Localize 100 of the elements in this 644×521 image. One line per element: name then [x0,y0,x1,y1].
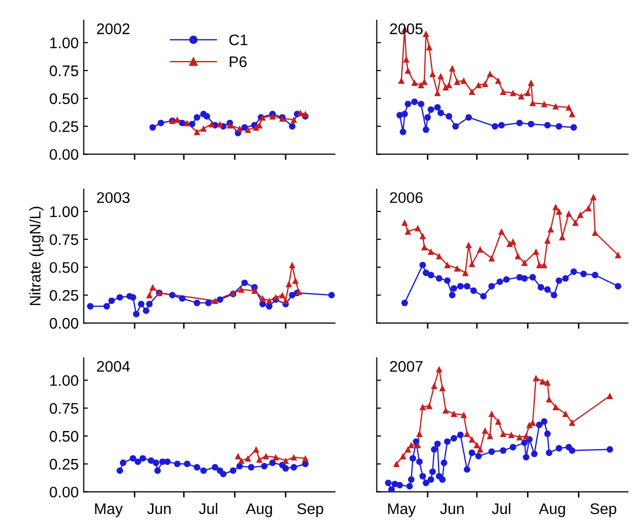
point [476,246,484,253]
point [550,292,558,298]
point [194,128,200,136]
point [500,88,506,95]
point [436,275,442,282]
point [585,204,592,212]
point [426,402,433,410]
point [288,292,296,298]
point [282,465,289,472]
point [444,262,451,268]
point [290,454,298,460]
point [241,124,248,131]
y-axis-title: Nitrate (µgN/L) [29,206,44,306]
point [152,460,160,466]
point [422,126,430,133]
point [411,80,418,86]
point [492,123,498,130]
point [252,446,260,453]
point [568,110,576,118]
point [130,294,136,301]
point [536,422,543,428]
point [302,455,309,462]
point [556,277,562,284]
point [178,295,186,302]
legend-label: P6 [230,56,247,68]
point [116,467,124,474]
point [251,287,258,294]
point [566,210,572,217]
point [494,418,502,425]
point [444,438,451,445]
point [256,456,263,463]
point [614,252,622,258]
point [292,277,299,284]
point [174,460,181,468]
y-tick-label: 0.75 [50,234,78,246]
point [444,277,451,284]
point [568,447,576,454]
point [464,430,470,438]
point [540,262,548,268]
point [261,462,268,470]
point [475,82,482,88]
point [414,442,422,448]
point [158,120,164,126]
point [503,276,510,283]
point [297,110,304,116]
point [290,116,298,123]
point [510,444,516,450]
point [266,303,272,310]
point [208,120,216,128]
point [414,224,422,232]
point [149,284,156,291]
point [244,455,252,462]
point [418,82,424,88]
point [500,430,506,438]
y-tick-label: 0.50 [50,430,78,442]
point [540,100,548,108]
point [446,113,452,120]
point [406,482,413,490]
point [552,204,559,210]
point [521,275,528,282]
point [424,114,431,121]
point [404,67,412,74]
point [259,295,266,302]
point [518,92,524,100]
point [468,436,476,443]
point [508,432,515,438]
point [442,407,449,414]
point [269,113,276,120]
chart-title: 2006 [390,192,423,204]
point [474,442,480,448]
point [496,278,504,285]
point [288,123,296,130]
point [544,379,551,386]
point [500,447,506,454]
point [516,434,523,440]
point [529,100,536,106]
point [552,404,559,410]
point [279,292,286,298]
point [531,450,538,458]
legend-label: C1 [229,34,248,46]
point [205,300,212,306]
point [454,78,460,85]
point [592,229,598,236]
point [488,448,495,455]
point [524,90,532,96]
point [178,120,186,126]
point [475,452,482,460]
point [403,56,410,63]
point [438,110,444,116]
x-tick-label: Jun [440,503,464,514]
point [476,446,484,453]
point [149,124,156,131]
point [164,458,171,465]
point [419,472,426,480]
point [464,282,470,290]
point [428,106,434,113]
point [494,77,502,84]
point [450,410,458,417]
point [544,122,551,128]
point [544,430,551,438]
